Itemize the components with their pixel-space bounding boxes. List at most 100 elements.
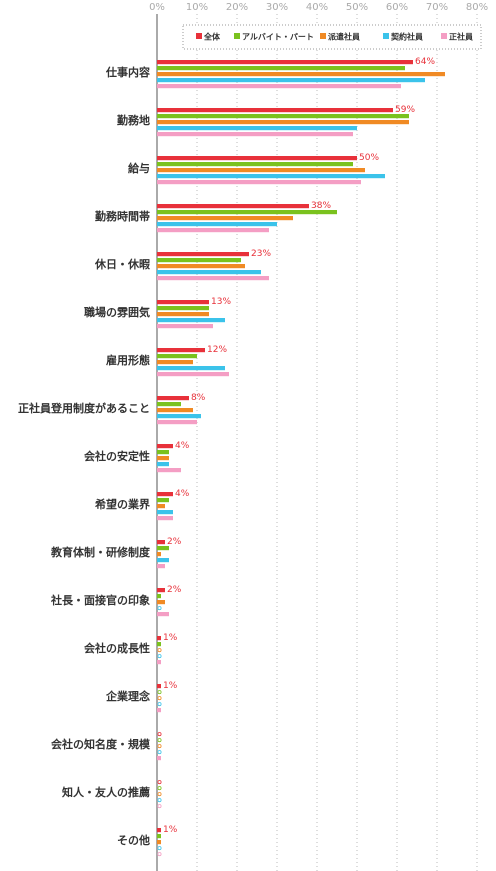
category-label: 企業理念: [105, 689, 151, 703]
x-tick-label: 80%: [466, 2, 488, 13]
bar: [157, 348, 205, 353]
category-label: 知人・友人の推薦: [61, 785, 150, 799]
bar: [157, 510, 173, 515]
bar: [157, 120, 409, 125]
bar: [157, 72, 445, 77]
bar: [157, 324, 213, 329]
zero-marker: [157, 606, 162, 611]
legend-label: 契約社員: [390, 32, 423, 42]
data-label: 23%: [251, 249, 271, 259]
x-tick-label: 50%: [346, 2, 368, 13]
bar: [157, 552, 161, 557]
data-label: 4%: [175, 441, 190, 451]
data-label: 38%: [311, 201, 331, 211]
bar: [157, 210, 337, 215]
legend-swatch: [441, 33, 447, 39]
bar: [157, 414, 201, 419]
category-label: 社長・面接官の印象: [50, 593, 150, 607]
legend-box: [182, 24, 482, 50]
bar: [157, 444, 173, 449]
bar: [157, 318, 225, 323]
zero-marker: [157, 852, 162, 857]
legend-swatch: [234, 33, 240, 39]
bar: [157, 828, 161, 833]
x-tick-label: 40%: [306, 2, 328, 13]
bar: [157, 546, 169, 551]
bar: [157, 174, 385, 179]
bar: [157, 756, 161, 761]
data-label: 8%: [191, 393, 206, 403]
data-label: 1%: [163, 681, 178, 691]
bar: [157, 420, 197, 425]
category-label: 休日・休暇: [94, 257, 150, 271]
bar: [157, 108, 393, 113]
zero-marker: [157, 648, 162, 653]
x-tick-label: 10%: [186, 2, 208, 13]
bar: [157, 660, 161, 665]
bar: [157, 402, 181, 407]
category-label: 雇用形態: [106, 353, 150, 367]
bar: [157, 258, 241, 263]
bar: [157, 840, 161, 845]
bar: [157, 66, 405, 71]
x-axis-ticks: 0% 10% 20% 30% 40% 50% 60% 70% 80%: [149, 2, 488, 13]
bar: [157, 306, 209, 311]
zero-marker: [157, 696, 162, 701]
data-label: 2%: [167, 585, 182, 595]
bar: [157, 636, 161, 641]
category-label: 教育体制・研修制度: [50, 545, 151, 559]
bar: [157, 132, 353, 137]
bar: [157, 228, 269, 233]
bar: [157, 612, 169, 617]
x-tick-label: 30%: [266, 2, 288, 13]
category-label: 会社の知名度・規模: [51, 737, 151, 751]
data-label: 1%: [163, 825, 178, 835]
category-label: 希望の業界: [94, 497, 150, 511]
bar: [157, 708, 161, 713]
bar: [157, 114, 409, 119]
data-label: 50%: [359, 153, 379, 163]
legend-label: 全体: [203, 32, 221, 42]
bar: [157, 492, 173, 497]
zero-marker: [157, 702, 162, 707]
legend-label: 派遣社員: [328, 32, 360, 42]
bar: [157, 84, 401, 89]
data-label: 13%: [211, 297, 231, 307]
category-label: 会社の安定性: [84, 449, 150, 463]
bar: [157, 270, 261, 275]
data-label: 12%: [207, 345, 227, 355]
legend-swatch: [320, 33, 326, 39]
zero-marker: [157, 690, 162, 695]
bar: [157, 564, 165, 569]
bar: [157, 642, 161, 647]
zero-marker: [157, 744, 162, 749]
bars: [157, 60, 445, 857]
zero-marker: [157, 654, 162, 659]
bar: [157, 468, 181, 473]
bar: [157, 204, 309, 209]
bar: [157, 450, 169, 455]
category-label: 勤務時間帯: [95, 209, 150, 223]
x-tick-label: 20%: [226, 2, 248, 13]
gridlines: [156, 14, 478, 871]
bar: [157, 372, 229, 377]
bar: [157, 456, 169, 461]
bar: [157, 594, 161, 599]
zero-marker: [157, 738, 162, 743]
data-label: 1%: [163, 633, 178, 643]
legend-swatch: [196, 33, 202, 39]
bar: [157, 516, 173, 521]
x-tick-label: 60%: [386, 2, 408, 13]
category-label: 正社員登用制度があること: [18, 401, 150, 415]
bar: [157, 540, 165, 545]
bar: [157, 264, 245, 269]
zero-marker: [157, 798, 162, 803]
bar: [157, 216, 293, 221]
zero-marker: [157, 732, 162, 737]
category-label: 給与: [128, 161, 150, 175]
category-label: 会社の成長性: [84, 641, 150, 655]
bar: [157, 222, 277, 227]
bar: [157, 312, 209, 317]
category-label: 仕事内容: [105, 65, 150, 79]
